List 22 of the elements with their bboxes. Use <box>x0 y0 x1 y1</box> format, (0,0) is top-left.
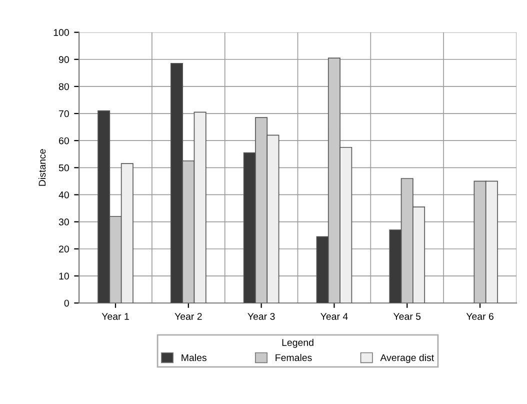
y-tick-label: 0 <box>64 300 69 307</box>
y-tick-label: 40 <box>58 191 69 198</box>
y-tick-label: 90 <box>58 56 69 64</box>
y-tick-label: 10 <box>59 272 69 280</box>
x-tick-label: Year 5 <box>393 313 421 320</box>
x-tick-label: Year 1 <box>102 313 129 320</box>
x-tick-label: Year 3 <box>248 312 275 320</box>
y-tick-label: 80 <box>58 83 69 90</box>
y-tick-label: 70 <box>59 110 69 118</box>
y-tick-label: 30 <box>58 218 69 226</box>
y-axis-title: Distance <box>38 149 46 186</box>
legend-label: Females <box>276 354 312 362</box>
legend-title: Legend <box>282 338 314 348</box>
x-tick-label: Year 6 <box>466 312 494 320</box>
legend-label: Average dist <box>380 354 434 364</box>
y-tick-label: 50 <box>58 164 69 172</box>
x-tick-label: Year 2 <box>174 312 202 320</box>
y-tick-label: 20 <box>59 246 69 252</box>
x-tick-label: Year 4 <box>320 313 348 320</box>
y-tick-label: 100 <box>54 29 69 36</box>
y-tick-label: 60 <box>59 137 69 144</box>
legend-label: Males <box>182 354 206 362</box>
